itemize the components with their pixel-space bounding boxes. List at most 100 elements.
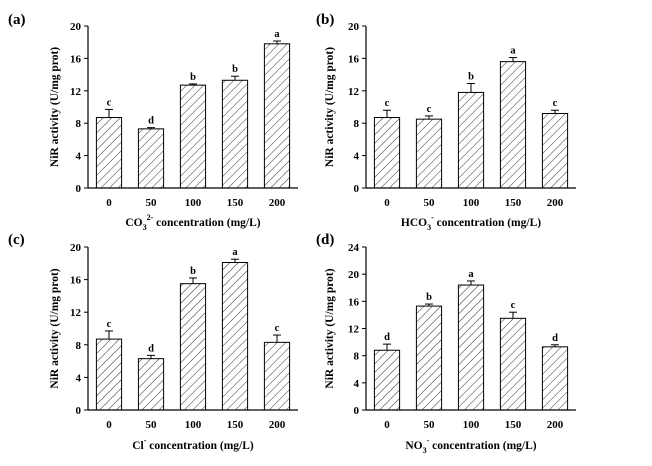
y-tick-label: 16 bbox=[70, 53, 82, 65]
y-tick-label: 0 bbox=[354, 405, 360, 417]
bar bbox=[499, 317, 527, 411]
bar bbox=[137, 128, 165, 189]
y-tick-label: 4 bbox=[354, 378, 360, 390]
bar bbox=[541, 112, 569, 189]
bar bbox=[373, 117, 401, 189]
x-tick-label: 0 bbox=[384, 419, 390, 431]
bar bbox=[137, 358, 165, 411]
chart-panel-c: (c) 0 4 8 12 16 20 NiR activity (U/mg prot) c 0 d 5… bbox=[8, 232, 298, 452]
x-tick-label: 50 bbox=[424, 419, 436, 431]
significance-label: a bbox=[232, 247, 238, 258]
x-axis-title: Cl- concentration (mg/L) bbox=[132, 436, 254, 452]
bar bbox=[263, 341, 291, 411]
significance-label: b bbox=[190, 72, 196, 83]
significance-label: d bbox=[384, 332, 390, 343]
x-tick-label: 0 bbox=[106, 197, 112, 209]
x-axis-title-subscript: 3 bbox=[423, 446, 427, 455]
x-axis-title-rest: concentration (mg/L) bbox=[434, 217, 541, 229]
x-axis-title-ion: HCO bbox=[401, 217, 427, 229]
chart-panel-d: (d) 0 4 8 12 16 20 24 NiR activity (U/mg prot) d 0… bbox=[316, 232, 576, 455]
x-axis-title: HCO3- concentration (mg/L) bbox=[401, 213, 541, 232]
significance-label: b bbox=[468, 72, 474, 83]
x-tick-label: 200 bbox=[269, 419, 286, 431]
bar bbox=[457, 91, 485, 189]
x-axis-title-rest: concentration (mg/L) bbox=[153, 217, 260, 229]
bar bbox=[373, 349, 401, 411]
x-axis-title-rest: concentration (mg/L) bbox=[146, 440, 253, 452]
y-tick-label: 8 bbox=[76, 340, 82, 352]
x-tick-label: 200 bbox=[547, 419, 564, 431]
bar bbox=[541, 346, 569, 411]
y-tick-label: 12 bbox=[70, 86, 82, 98]
significance-label: d bbox=[148, 343, 154, 354]
y-tick-label: 0 bbox=[76, 405, 82, 417]
significance-label: b bbox=[232, 64, 238, 75]
significance-label: a bbox=[274, 29, 280, 40]
bar bbox=[415, 118, 443, 189]
x-tick-label: 50 bbox=[146, 419, 158, 431]
x-axis-title-superscript: 2- bbox=[147, 213, 154, 222]
significance-label: c bbox=[385, 98, 390, 109]
x-axis-title-superscript: - bbox=[144, 436, 147, 445]
y-tick-label: 20 bbox=[70, 242, 82, 254]
x-tick-label: 50 bbox=[424, 197, 436, 209]
x-tick-label: 200 bbox=[547, 197, 564, 209]
significance-label: c bbox=[511, 300, 516, 311]
y-tick-label: 4 bbox=[76, 372, 82, 384]
x-axis-title-subscript: 3 bbox=[427, 223, 431, 232]
x-axis-title-superscript: - bbox=[431, 213, 434, 222]
x-axis-title-superscript: - bbox=[427, 436, 430, 445]
significance-label: b bbox=[190, 266, 196, 277]
y-tick-label: 20 bbox=[70, 21, 82, 33]
x-tick-label: 0 bbox=[106, 419, 112, 431]
y-tick-label: 8 bbox=[354, 118, 360, 130]
y-tick-label: 12 bbox=[348, 86, 360, 98]
y-tick-label: 0 bbox=[354, 183, 360, 195]
y-tick-label: 12 bbox=[70, 307, 82, 319]
x-tick-label: 200 bbox=[269, 197, 286, 209]
y-tick-label: 4 bbox=[354, 151, 360, 163]
significance-label: c bbox=[553, 98, 558, 109]
bar bbox=[457, 284, 485, 411]
x-tick-label: 150 bbox=[227, 197, 244, 209]
panel-label: (c) bbox=[8, 232, 25, 248]
x-tick-label: 0 bbox=[384, 197, 390, 209]
bar bbox=[95, 117, 123, 189]
significance-label: c bbox=[275, 323, 280, 334]
bar bbox=[95, 338, 123, 411]
x-axis-title-ion: NO bbox=[405, 440, 422, 452]
bar bbox=[179, 283, 207, 411]
x-tick-label: 150 bbox=[505, 419, 522, 431]
y-axis-title: NiR activity (U/mg prot) bbox=[324, 47, 336, 167]
x-axis-title-subscript: 3 bbox=[143, 223, 147, 232]
x-axis-title-ion: CO bbox=[125, 217, 142, 229]
panel-label: (d) bbox=[316, 232, 334, 248]
y-tick-label: 16 bbox=[348, 296, 360, 308]
x-tick-label: 100 bbox=[185, 419, 202, 431]
y-tick-label: 4 bbox=[76, 151, 82, 163]
chart-panel-b: (b) 0 4 8 12 16 20 NiR activity (U/mg prot) c 0 c 5… bbox=[316, 12, 576, 232]
x-axis-title-rest: concentration (mg/L) bbox=[429, 440, 536, 452]
y-tick-label: 8 bbox=[354, 351, 360, 363]
y-tick-label: 16 bbox=[348, 53, 360, 65]
bar bbox=[221, 79, 249, 189]
significance-label: a bbox=[468, 269, 474, 280]
chart-panel-a: (a) 0 4 8 12 16 20 NiR activity (U/mg prot) c 0 d 5… bbox=[8, 12, 298, 232]
bar bbox=[415, 305, 443, 411]
bar bbox=[499, 61, 527, 189]
x-tick-label: 100 bbox=[463, 197, 480, 209]
y-tick-label: 24 bbox=[348, 242, 360, 254]
bar bbox=[263, 43, 291, 189]
y-tick-label: 20 bbox=[348, 21, 360, 33]
significance-label: a bbox=[510, 46, 516, 57]
x-tick-label: 150 bbox=[505, 197, 522, 209]
significance-label: d bbox=[148, 116, 154, 127]
significance-label: c bbox=[427, 104, 432, 115]
x-tick-label: 100 bbox=[185, 197, 202, 209]
y-tick-label: 20 bbox=[348, 269, 360, 281]
panel-label: (a) bbox=[8, 12, 26, 28]
bar bbox=[221, 261, 249, 411]
x-tick-label: 50 bbox=[146, 197, 158, 209]
significance-label: c bbox=[107, 319, 112, 330]
x-tick-label: 150 bbox=[227, 419, 244, 431]
